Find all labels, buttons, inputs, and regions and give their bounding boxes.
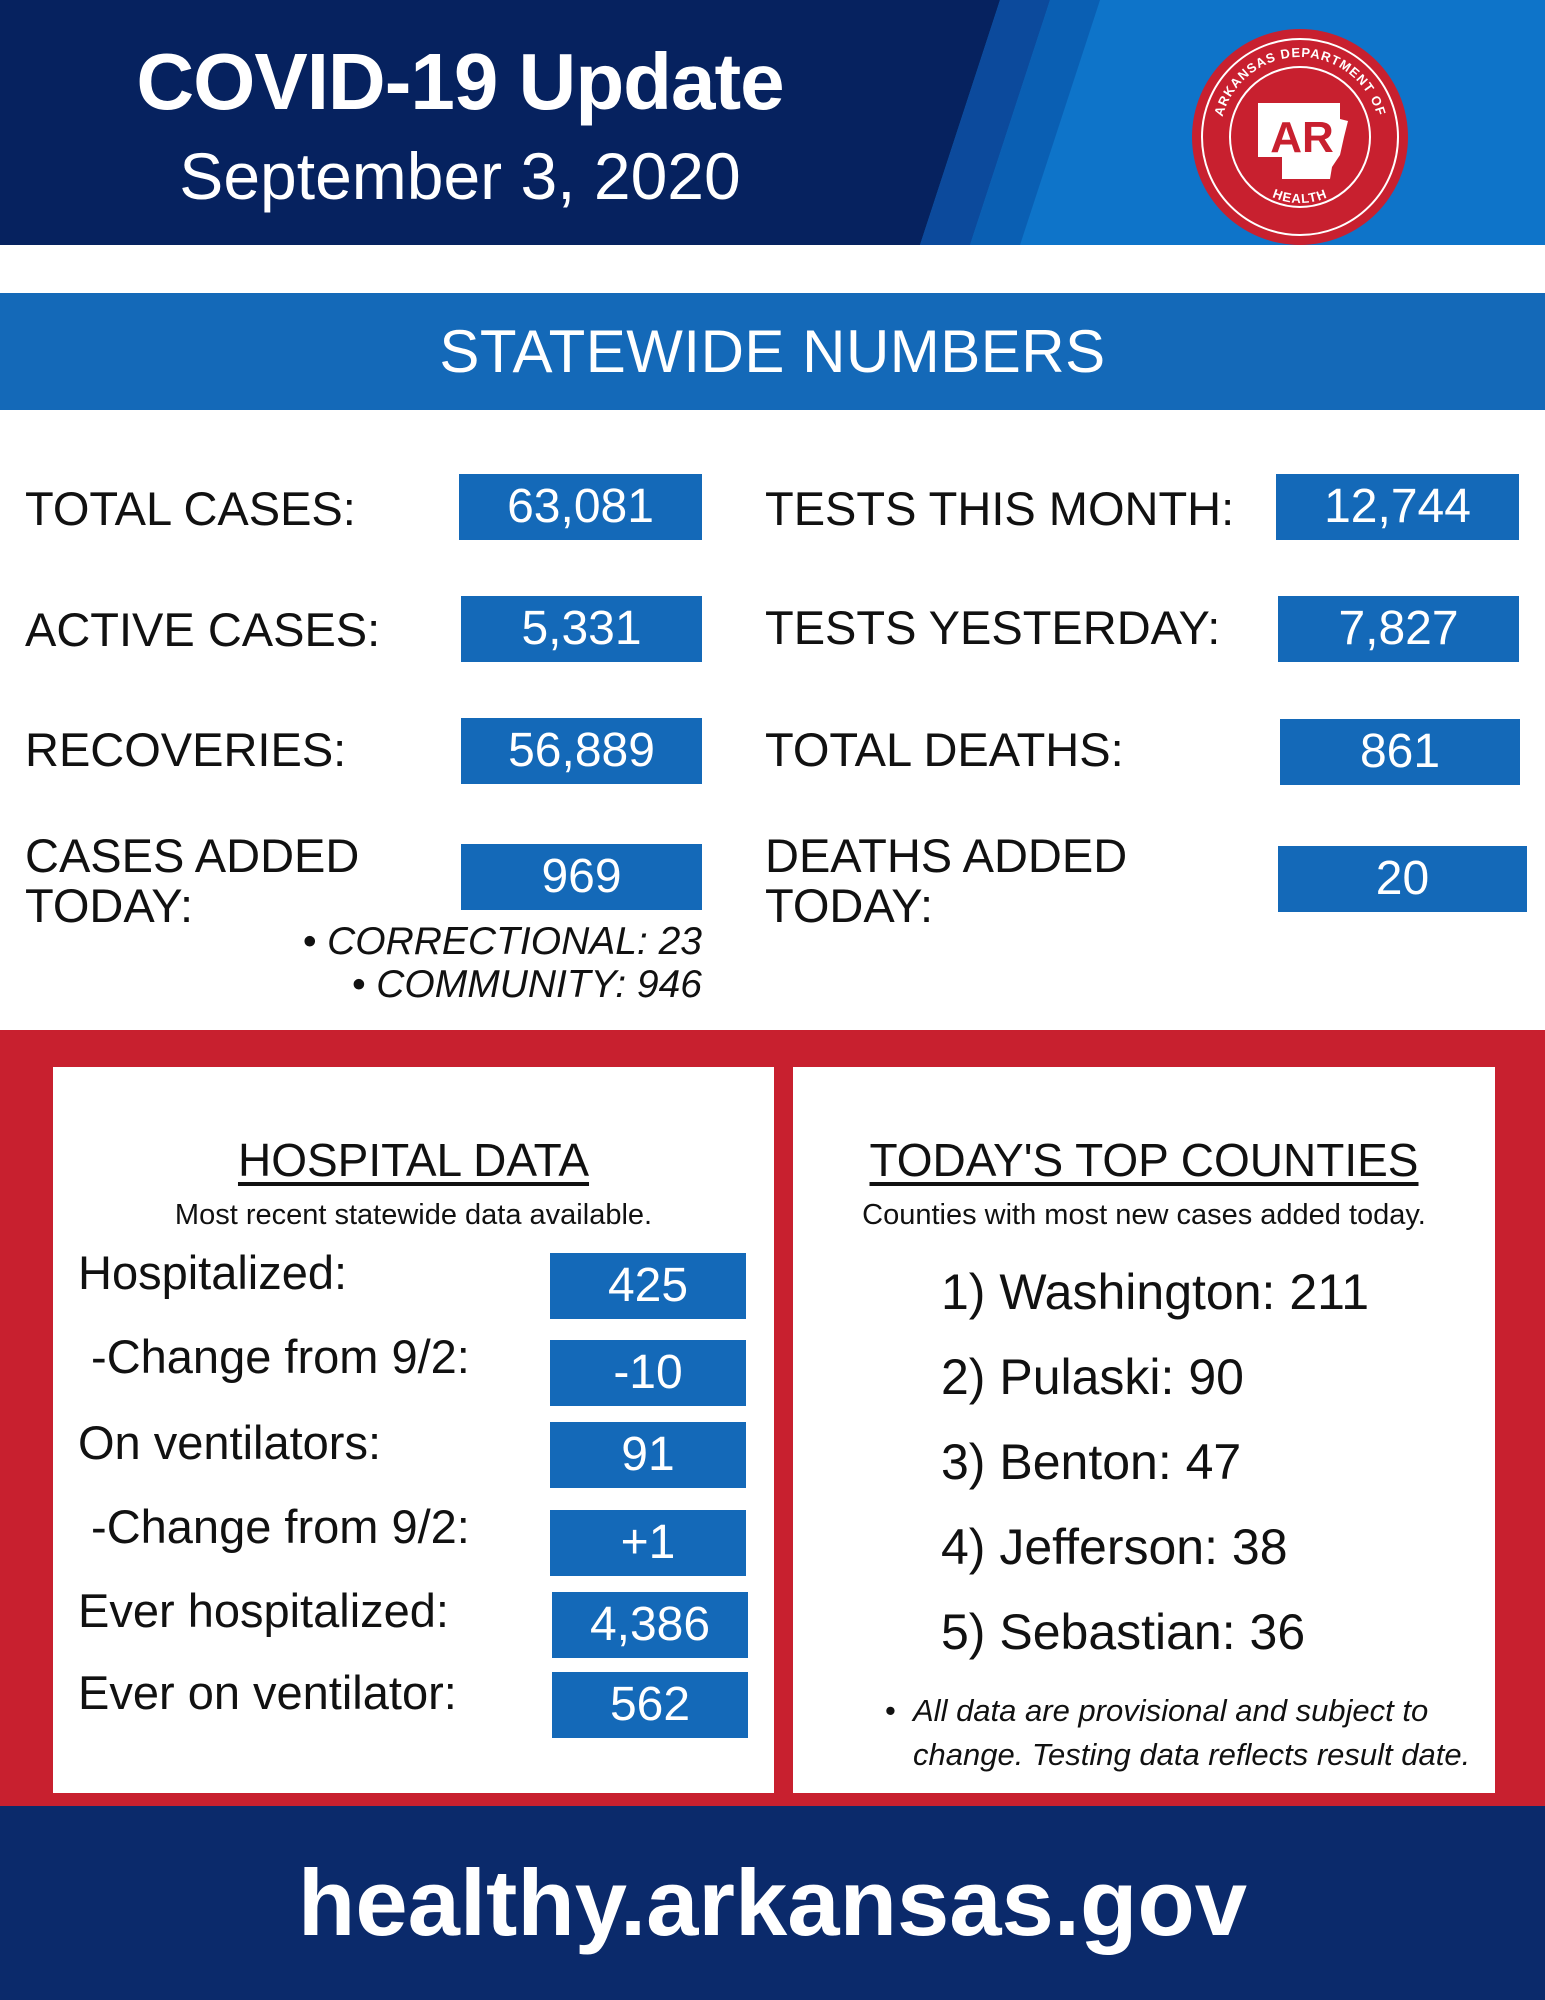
tests-yesterday-value: 7,827 [1278, 596, 1519, 662]
arkansas-health-seal-icon: ARKANSAS DEPARTMENT OF HEALTH AR [1192, 29, 1408, 245]
tests-yesterday-label: TESTS YESTERDAY: [765, 601, 1221, 654]
data-disclaimer: • All data are provisional and subject t… [885, 1689, 1495, 1777]
details-panel: HOSPITAL DATA Most recent statewide data… [0, 1030, 1545, 1806]
tests-this-month-value: 12,744 [1276, 474, 1519, 540]
footer-website-link[interactable]: healthy.arkansas.gov [0, 1806, 1545, 2000]
ever-hospitalized-label: Ever hospitalized: [78, 1584, 449, 1637]
cases-added-value: 969 [461, 844, 702, 910]
county-item: 5) Sebastian: 36 [941, 1604, 1306, 1660]
header: COVID-19 Update September 3, 2020 ARKANS… [0, 0, 1545, 245]
hospitalized-label: Hospitalized: [78, 1246, 348, 1299]
county-item: 4) Jefferson: 38 [941, 1519, 1288, 1575]
svg-text:AR: AR [1270, 113, 1334, 162]
page-date: September 3, 2020 [179, 139, 741, 213]
active-cases-label: ACTIVE CASES: [25, 603, 381, 656]
total-deaths-label: TOTAL DEATHS: [765, 723, 1124, 776]
hospitalized-value: 425 [550, 1253, 746, 1319]
hospital-data-subtitle: Most recent statewide data available. [174, 1199, 653, 1231]
svg-text:HEALTH: HEALTH [1271, 186, 1329, 206]
county-item: 2) Pulaski: 90 [941, 1349, 1244, 1405]
ever-on-ventilator-value: 562 [552, 1672, 748, 1738]
on-ventilators-label: On ventilators: [78, 1416, 382, 1469]
correctional-breakdown: • CORRECTIONAL: 23 [302, 920, 702, 963]
ventilators-change-value: +1 [550, 1510, 746, 1576]
top-counties-subtitle: Counties with most new cases added today… [862, 1199, 1426, 1231]
county-item: 3) Benton: 47 [941, 1434, 1242, 1490]
top-counties-title: TODAY'S TOP COUNTIES [869, 1134, 1419, 1186]
ventilators-change-label: -Change from 9/2: [78, 1500, 470, 1553]
hospital-data-title: HOSPITAL DATA [237, 1134, 590, 1186]
hospitalized-change-value: -10 [550, 1340, 746, 1406]
tests-this-month-label: TESTS THIS MONTH: [765, 482, 1235, 535]
hospital-data-card: HOSPITAL DATA Most recent statewide data… [53, 1067, 774, 1793]
county-item: 1) Washington: 211 [941, 1264, 1370, 1320]
top-counties-card: TODAY'S TOP COUNTIES Counties with most … [793, 1067, 1495, 1793]
deaths-added-label: DEATHS ADDED TODAY: [765, 829, 1128, 932]
total-deaths-value: 861 [1280, 719, 1520, 785]
ever-on-ventilator-label: Ever on ventilator: [78, 1666, 457, 1719]
active-cases-value: 5,331 [461, 596, 702, 662]
recoveries-label: RECOVERIES: [25, 723, 347, 776]
statewide-banner: STATEWIDE NUMBERS [0, 293, 1545, 410]
recoveries-value: 56,889 [461, 718, 702, 784]
bullet-icon: • [885, 1693, 896, 1728]
total-cases-value: 63,081 [459, 474, 702, 540]
cases-added-label: CASES ADDED TODAY: [25, 829, 360, 932]
community-breakdown: • COMMUNITY: 946 [351, 963, 702, 1006]
on-ventilators-value: 91 [550, 1422, 746, 1488]
hospitalized-change-label: -Change from 9/2: [78, 1330, 470, 1383]
ever-hospitalized-value: 4,386 [552, 1592, 748, 1658]
page-title: COVID-19 Update [136, 37, 784, 126]
total-cases-label: TOTAL CASES: [25, 482, 356, 535]
deaths-added-value: 20 [1278, 846, 1527, 912]
